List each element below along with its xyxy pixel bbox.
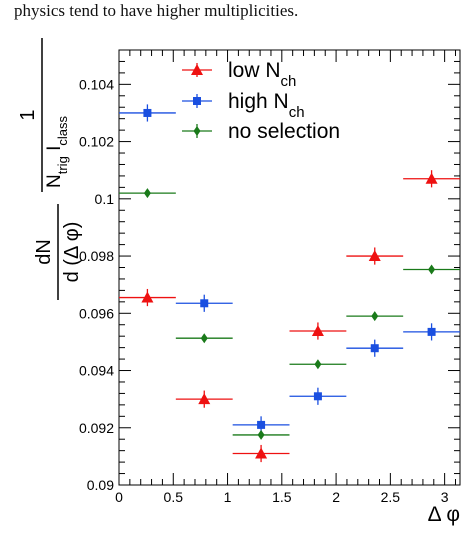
square-point (370, 344, 379, 353)
x-tick-label: 0.5 (164, 489, 184, 505)
triangle-point (311, 325, 324, 337)
triangle-point (141, 291, 154, 303)
x-tick-label: 1.5 (272, 489, 292, 505)
x-tick-label: 3 (441, 489, 449, 505)
y-tick-label: 0.098 (79, 248, 114, 264)
x-tick-label: 0 (115, 489, 123, 505)
y-tick-label: 0.094 (79, 363, 114, 379)
x-tick-label: 2.5 (381, 489, 401, 505)
square-point (257, 420, 266, 429)
diamond-point (143, 188, 151, 199)
y-axis-label: dN d (Δ φ) 1 Ntrig Iclass (17, 38, 83, 300)
y-tick-label: 0.104 (79, 76, 114, 92)
diamond-point (314, 359, 322, 370)
legend-square-marker (193, 97, 201, 105)
diamond-point (200, 333, 208, 344)
y-tick-label: 0.09 (87, 477, 114, 493)
x-tick-label: 1 (224, 489, 232, 505)
triangle-point (255, 447, 268, 459)
triangle-point (198, 393, 211, 405)
legend-triangle-marker (191, 64, 203, 75)
ylabel-fraction-numerator: 1 (17, 109, 39, 120)
square-point (143, 108, 152, 117)
x-tick-label: 2 (332, 489, 340, 505)
ylabel-denominator: d (Δ φ) (61, 222, 83, 283)
y-tick-label: 0.096 (79, 305, 114, 321)
y-tick-label: 0.1 (95, 191, 115, 207)
triangle-point (425, 172, 438, 184)
caption-text: physics tend to have higher multipliciti… (14, 1, 299, 20)
square-point (313, 392, 322, 401)
y-tick-label: 0.092 (79, 420, 114, 436)
y-tick-label: 0.102 (79, 134, 114, 150)
triangle-point (368, 250, 381, 262)
legend-label-1: high Nch (228, 90, 305, 121)
legend-label-2: no selection (228, 120, 340, 143)
legend-diamond-marker (193, 126, 201, 136)
diamond-point (428, 264, 436, 275)
square-point (200, 299, 209, 308)
ylabel-numerator: dN (33, 239, 55, 265)
diamond-point (257, 429, 265, 440)
x-axis-label: Δ φ (428, 503, 460, 526)
diamond-point (371, 311, 379, 322)
legend-label-0: low Nch (228, 59, 296, 90)
ylabel-fraction-denominator: Ntrig Iclass (44, 116, 70, 188)
square-point (427, 327, 436, 336)
